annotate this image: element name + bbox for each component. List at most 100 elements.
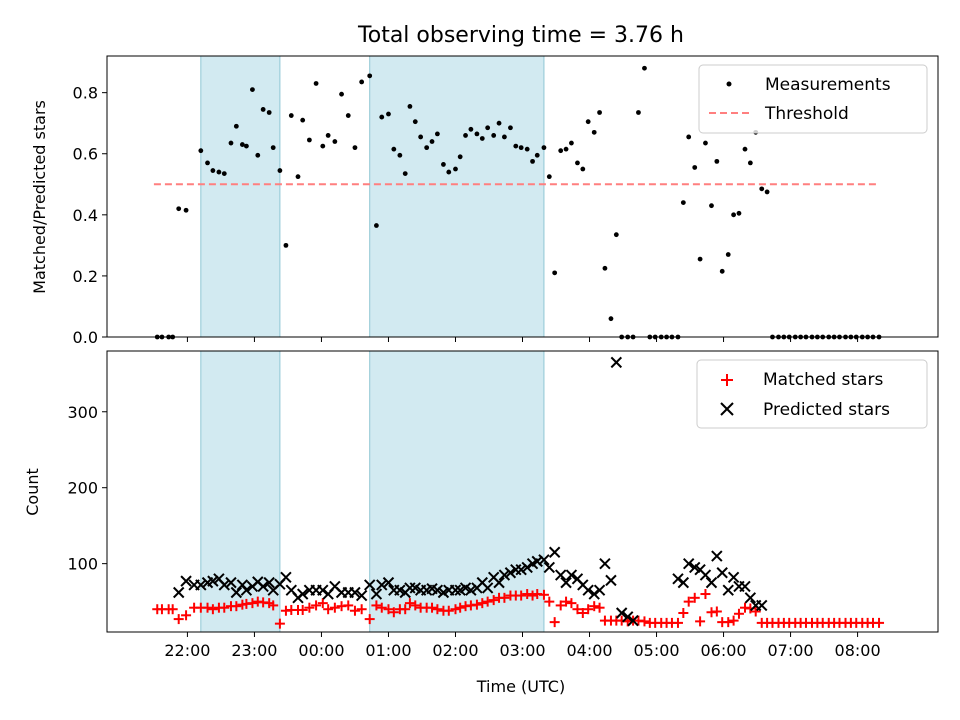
matched-point: [639, 616, 650, 627]
measurement-point: [332, 139, 338, 144]
x-tick-label: 03:00: [499, 641, 545, 660]
measurement-point: [233, 123, 239, 129]
legend-label-predicted: Predicted stars: [763, 400, 890, 420]
measurement-point: [397, 152, 403, 158]
matched-point: [700, 589, 711, 600]
x-tick-label: 07:00: [768, 641, 814, 660]
measurement-point: [496, 120, 502, 126]
matched-point: [371, 600, 382, 611]
predicted-point: [504, 567, 517, 579]
bottom-y-tick-label: 100: [67, 555, 98, 574]
matched-legend-marker: [721, 374, 733, 386]
predicted-point: [727, 571, 740, 584]
measurement-point: [513, 143, 519, 149]
top-shaded-intervals: [200, 55, 545, 338]
predicted-point: [699, 569, 712, 581]
measurement-point: [313, 81, 319, 86]
predicted-point: [207, 575, 219, 587]
measurement-point: [534, 152, 540, 158]
measurement-point: [250, 87, 255, 92]
measurement-point: [453, 166, 458, 172]
predicted-point: [582, 584, 594, 596]
predicted-point: [593, 584, 606, 596]
matched-stars-points: [152, 589, 885, 629]
measurement-point: [502, 134, 507, 140]
predicted-point: [565, 569, 578, 581]
predicted-point: [465, 584, 477, 596]
top-y-axis-label: Matched/Predicted stars: [30, 100, 49, 294]
predicted-point: [355, 589, 368, 602]
measurement-point: [580, 166, 586, 172]
matched-point: [207, 604, 218, 615]
legend-label-threshold: Threshold: [764, 104, 849, 124]
measurement-point: [692, 165, 698, 170]
matched-point: [577, 608, 588, 619]
top-y-tick-label: 0.2: [73, 267, 98, 286]
measurement-point: [434, 131, 440, 137]
measurement-point: [642, 65, 647, 71]
measurement-point: [474, 131, 480, 137]
matched-point: [304, 602, 315, 613]
measurement-point: [457, 154, 463, 160]
measurement-point: [479, 136, 485, 141]
matched-point: [672, 617, 683, 628]
measurement-point: [266, 110, 272, 115]
matched-point: [482, 596, 493, 607]
predicted-point: [515, 564, 527, 576]
predicted-point: [610, 356, 623, 369]
matched-point: [317, 598, 328, 609]
bottom-y-axis-label: Count: [23, 468, 42, 516]
matched-point: [297, 604, 308, 615]
x-tick-label: 01:00: [365, 641, 411, 660]
measurement-point: [183, 207, 189, 213]
x-axis-label: Time (UTC): [476, 677, 565, 696]
predicted-point: [225, 576, 237, 589]
matched-point: [711, 606, 722, 617]
predicted-point: [756, 599, 768, 612]
measurement-point: [468, 126, 474, 132]
matched-point: [356, 604, 367, 615]
matched-point: [268, 600, 279, 611]
measurement-point: [407, 103, 413, 109]
matched-point: [410, 600, 421, 611]
predicted-point: [538, 554, 550, 566]
measurement-point: [518, 145, 524, 151]
measurement-point: [759, 186, 765, 192]
matched-point: [343, 600, 354, 611]
measurement-point: [546, 174, 552, 180]
predicted-point: [531, 555, 543, 568]
top-y-tick-label: 0.8: [73, 84, 98, 103]
predicted-point: [599, 557, 611, 570]
predicted-point: [296, 588, 309, 600]
top-legend: Measurements Threshold: [698, 64, 928, 134]
measurement-point: [424, 145, 430, 151]
predicted-point: [376, 579, 388, 591]
matched-point: [173, 614, 184, 625]
matched-point: [733, 608, 744, 619]
matched-point: [450, 604, 461, 615]
predicted-point: [705, 576, 718, 589]
measurement-point: [367, 73, 373, 79]
matched-point: [181, 610, 192, 621]
measurement-point: [602, 265, 608, 271]
measurement-point: [270, 145, 276, 151]
predicted-point: [493, 576, 505, 589]
measurement-point: [429, 139, 435, 144]
matched-point: [549, 617, 560, 628]
measurement-point: [680, 200, 686, 206]
matched-point: [167, 604, 178, 615]
measurement-point: [374, 223, 379, 228]
measurement-point: [719, 268, 725, 274]
top-legend-box: [698, 64, 928, 134]
predicted-point: [349, 586, 361, 599]
bottom-legend-box: [696, 359, 928, 429]
matched-point: [274, 618, 285, 629]
predicted-legend-marker: [720, 402, 734, 416]
measurement-point: [709, 203, 714, 209]
legend-label-matched: Matched stars: [763, 370, 883, 390]
matched-point: [689, 592, 700, 603]
matched-point: [383, 604, 394, 615]
matched-point: [516, 590, 527, 601]
matched-point: [488, 595, 499, 606]
